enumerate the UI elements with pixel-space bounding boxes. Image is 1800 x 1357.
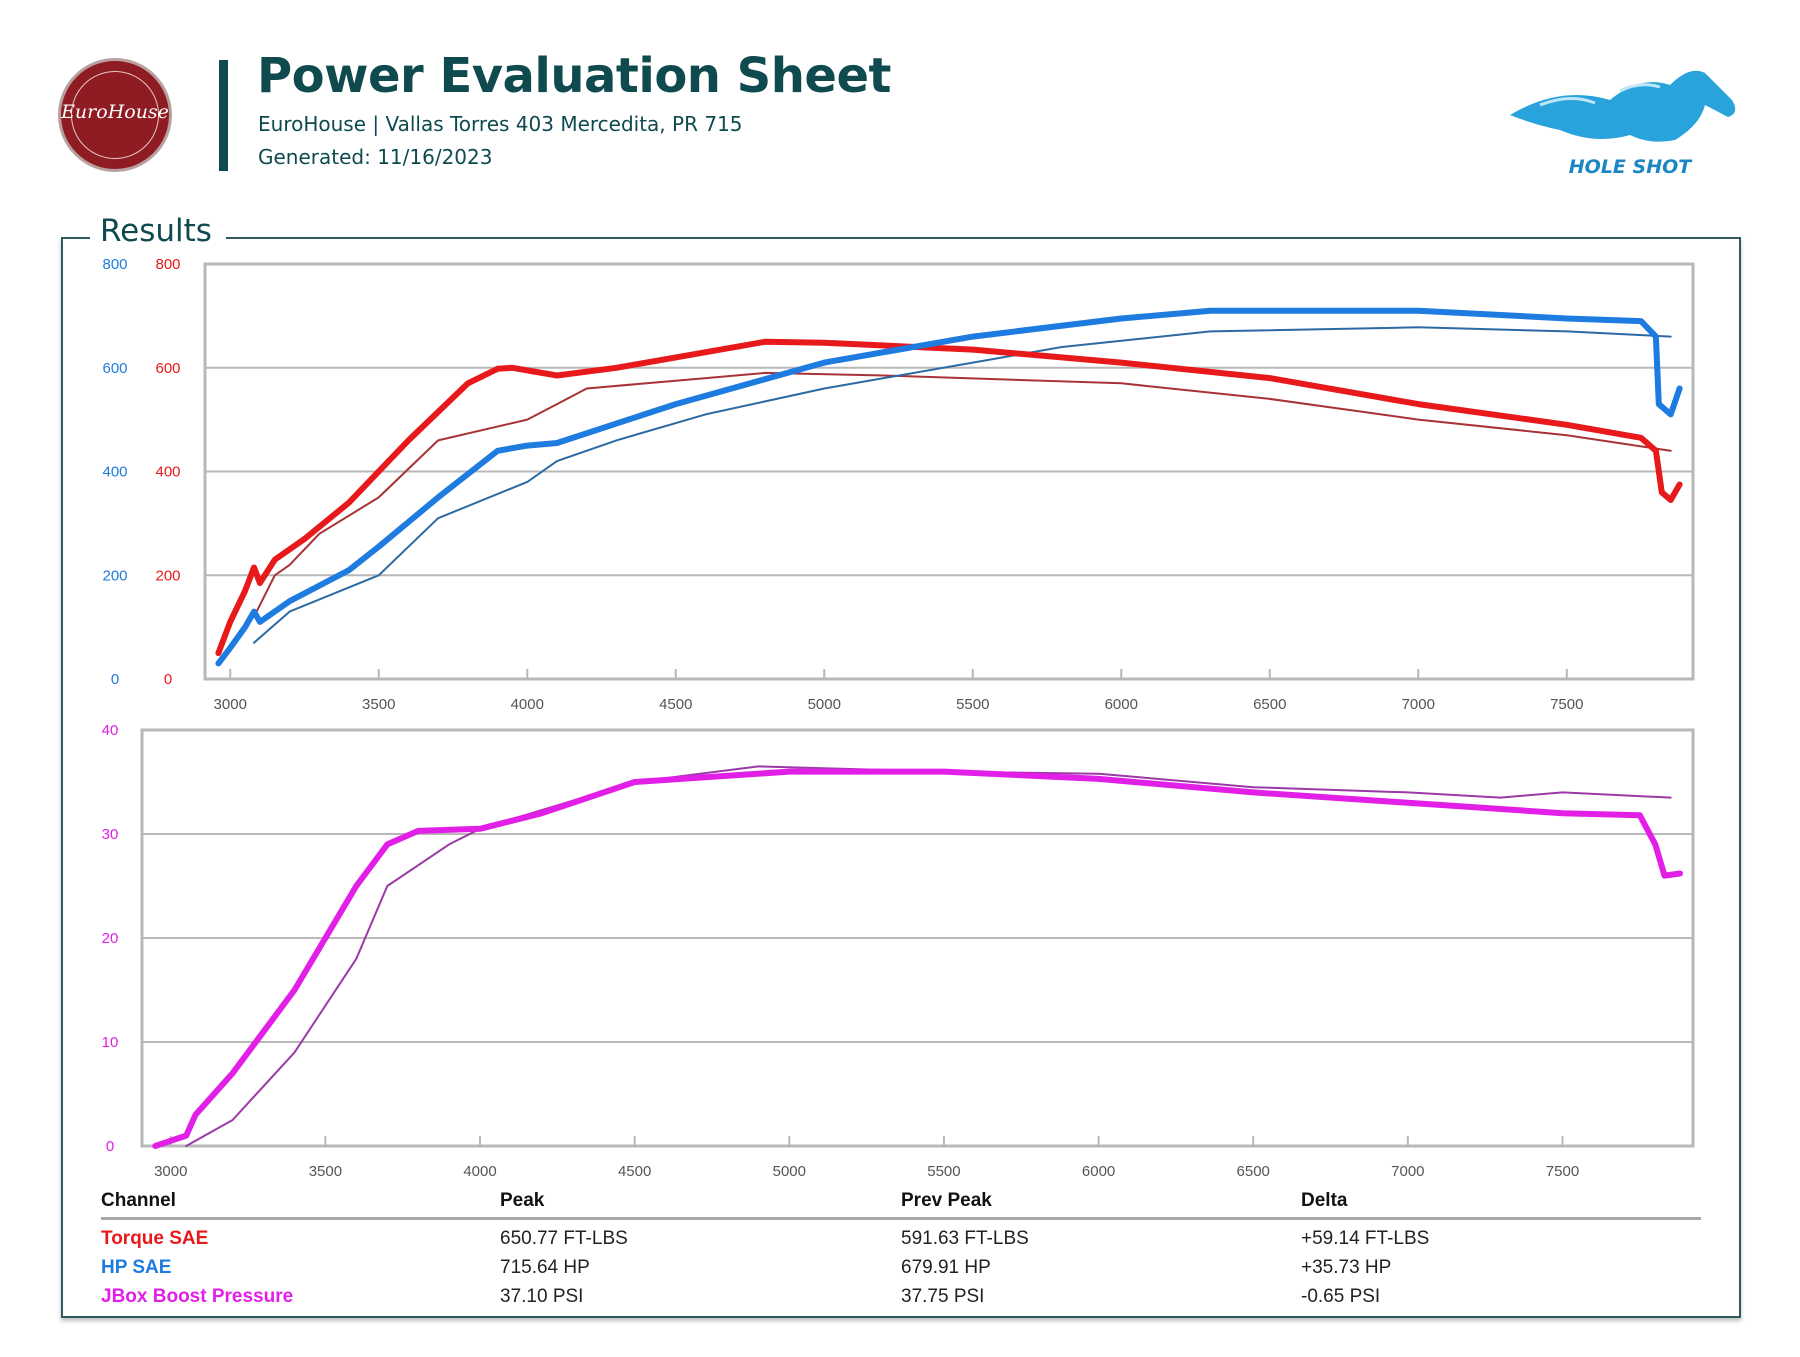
- results-panel: [61, 237, 1741, 1318]
- col-header-prev-peak: Prev Peak: [901, 1190, 992, 1211]
- y-tick-label: 40: [102, 722, 119, 739]
- logo-ring: [71, 71, 159, 159]
- row-boost-prev: 37.75 PSI: [901, 1286, 985, 1307]
- row-boost-delta: -0.65 PSI: [1301, 1286, 1381, 1307]
- y-tick-label: 20: [102, 930, 119, 947]
- logo-text: EuroHouse: [61, 101, 169, 123]
- shop-address: EuroHouse | Vallas Torres 403 Mercedita,…: [258, 112, 743, 136]
- y-tick-label: 10: [102, 1034, 119, 1051]
- series-torque-sae-current: [215, 338, 1683, 657]
- y-tick-label: 0: [164, 671, 172, 688]
- row-torque-delta: +59.14 FT-LBS: [1301, 1228, 1430, 1249]
- results-heading: Results: [90, 213, 226, 249]
- title-accent-bar: [219, 60, 228, 171]
- x-tick-label: 5500: [956, 696, 989, 713]
- x-tick-label: 3500: [309, 1163, 342, 1180]
- col-header-peak: Peak: [500, 1190, 545, 1211]
- y-tick-label: 600: [155, 360, 180, 377]
- y-tick-label: 800: [102, 256, 127, 273]
- x-tick-label: 5500: [927, 1163, 960, 1180]
- col-header-channel: Channel: [101, 1190, 176, 1211]
- y-tick-label: 400: [155, 464, 180, 481]
- x-tick-label: 6500: [1253, 696, 1286, 713]
- x-tick-label: 7000: [1391, 1163, 1424, 1180]
- svg-text:HOLE SHOT: HOLE SHOT: [1569, 156, 1693, 178]
- x-tick-label: 4500: [618, 1163, 651, 1180]
- row-torque-prev: 591.63 FT-LBS: [901, 1228, 1029, 1249]
- row-hp-delta: +35.73 HP: [1301, 1257, 1392, 1278]
- x-tick-label: 5000: [773, 1163, 806, 1180]
- row-hp-peak: 715.64 HP: [500, 1257, 590, 1278]
- x-tick-label: 4000: [463, 1163, 496, 1180]
- x-tick-label: 3500: [362, 696, 395, 713]
- y-tick-label: 800: [155, 256, 180, 273]
- row-hp-channel: HP SAE: [101, 1257, 172, 1278]
- series-hp-sae-previous: [253, 326, 1672, 644]
- hole-shot-logo: HOLE SHOT: [1510, 70, 1736, 178]
- series-hp-sae-current: [215, 307, 1683, 667]
- row-boost-channel: JBox Boost Pressure: [101, 1286, 294, 1307]
- table-header-divider: [101, 1217, 1701, 1220]
- row-boost-peak: 37.10 PSI: [500, 1286, 584, 1307]
- x-tick-label: 7500: [1546, 1163, 1579, 1180]
- col-header-delta: Delta: [1301, 1190, 1348, 1211]
- row-hp-prev: 679.91 HP: [901, 1257, 991, 1278]
- x-tick-label: 6000: [1105, 696, 1138, 713]
- x-tick-label: 4000: [511, 696, 544, 713]
- x-tick-label: 6500: [1237, 1163, 1270, 1180]
- y-tick-label: 200: [155, 567, 180, 584]
- y-tick-label: 30: [102, 826, 119, 843]
- y-tick-label: 0: [111, 671, 119, 688]
- y-tick-label: 400: [102, 464, 127, 481]
- y-tick-label: 600: [102, 360, 127, 377]
- series-jbox-boost-pressure-current: [152, 768, 1683, 1149]
- x-tick-label: 4500: [659, 696, 692, 713]
- generated-date: Generated: 11/16/2023: [258, 145, 493, 169]
- power-torque-chart: 0 200 400 600 800 0 200 400 600 800 3000 3500 4000 45…: [102, 256, 1695, 713]
- x-tick-label: 5000: [808, 696, 841, 713]
- series-torque-sae-previous: [253, 371, 1672, 618]
- boost-chart: 0 10 20 30 40 3000 3500 4000 4500 5000 5500 6000 650…: [102, 722, 1695, 1180]
- row-torque-peak: 650.77 FT-LBS: [500, 1228, 628, 1249]
- eurohouse-logo: EuroHouse: [58, 58, 172, 172]
- x-tick-label: 7500: [1550, 696, 1583, 713]
- y-tick-label: 0: [106, 1138, 114, 1155]
- page-title: Power Evaluation Sheet: [257, 48, 891, 104]
- series-jbox-boost-pressure-previous: [185, 765, 1672, 1147]
- row-torque-channel: Torque SAE: [101, 1228, 209, 1249]
- x-tick-label: 3000: [154, 1163, 187, 1180]
- x-tick-label: 3000: [214, 696, 247, 713]
- x-tick-label: 7000: [1402, 696, 1435, 713]
- x-tick-label: 6000: [1082, 1163, 1115, 1180]
- y-tick-label: 200: [102, 567, 127, 584]
